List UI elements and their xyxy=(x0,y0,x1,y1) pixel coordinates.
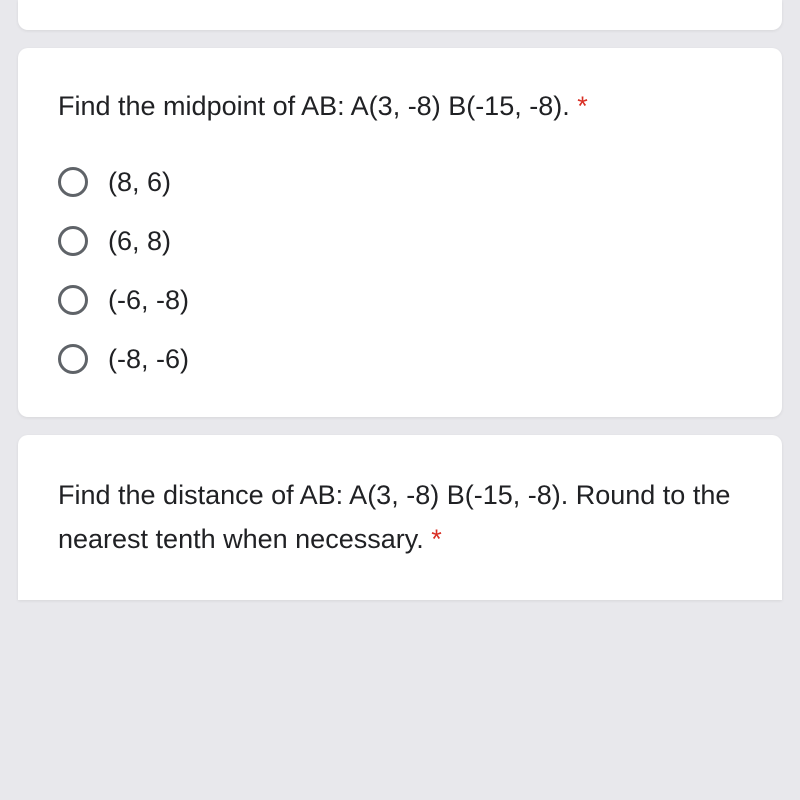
required-indicator: * xyxy=(431,524,442,554)
question-prompt: Find the midpoint of AB: A(3, -8) B(-15,… xyxy=(58,91,577,121)
radio-icon[interactable] xyxy=(58,344,88,374)
option-4[interactable]: (-8, -6) xyxy=(58,344,742,375)
question-text: Find the distance of AB: A(3, -8) B(-15,… xyxy=(58,473,742,562)
question-card-2: Find the distance of AB: A(3, -8) B(-15,… xyxy=(18,435,782,600)
option-label: (-6, -8) xyxy=(108,285,189,316)
required-indicator: * xyxy=(577,91,588,121)
question-text: Find the midpoint of AB: A(3, -8) B(-15,… xyxy=(58,86,742,127)
option-label: (-8, -6) xyxy=(108,344,189,375)
option-3[interactable]: (-6, -8) xyxy=(58,285,742,316)
options-group: (8, 6) (6, 8) (-6, -8) (-8, -6) xyxy=(58,167,742,375)
option-label: (8, 6) xyxy=(108,167,171,198)
radio-icon[interactable] xyxy=(58,167,88,197)
option-label: (6, 8) xyxy=(108,226,171,257)
question-prompt: Find the distance of AB: A(3, -8) B(-15,… xyxy=(58,480,730,555)
question-card-1: Find the midpoint of AB: A(3, -8) B(-15,… xyxy=(18,48,782,417)
option-2[interactable]: (6, 8) xyxy=(58,226,742,257)
previous-card-edge xyxy=(18,0,782,30)
radio-icon[interactable] xyxy=(58,285,88,315)
radio-icon[interactable] xyxy=(58,226,88,256)
option-1[interactable]: (8, 6) xyxy=(58,167,742,198)
